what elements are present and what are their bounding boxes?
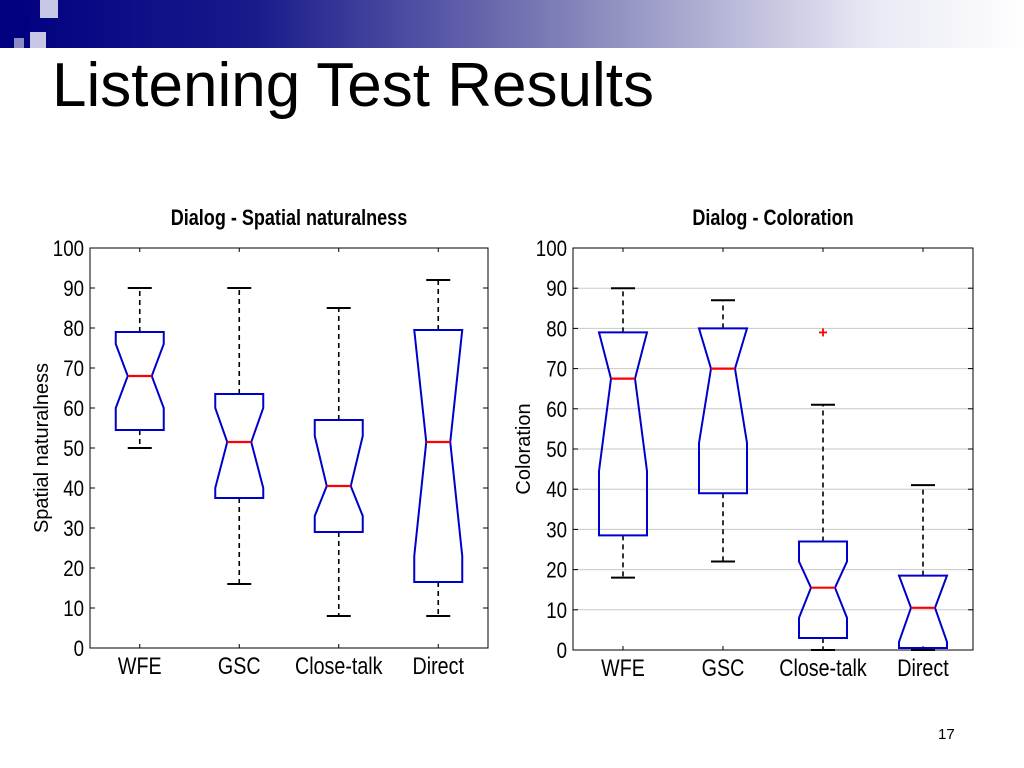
y-tick-label: 50	[546, 439, 567, 463]
notched-box	[798, 540, 848, 639]
y-tick-label: 30	[546, 519, 567, 543]
x-tick-label: Direct	[897, 654, 948, 681]
x-tick-label: Close-talk	[295, 652, 382, 679]
logo-square-navy	[14, 38, 24, 48]
logo-square-navy	[14, 14, 30, 30]
y-tick-label: 80	[63, 318, 84, 342]
notched-box	[413, 329, 464, 583]
x-tick-label: Direct	[413, 652, 464, 679]
y-tick-label: 90	[546, 278, 567, 302]
notched-box	[697, 327, 749, 495]
y-tick-label: 0	[74, 638, 84, 662]
y-tick-label: 40	[63, 478, 84, 502]
y-tick-label: 60	[63, 398, 84, 422]
y-tick-label: 70	[546, 358, 567, 382]
boxplot-chart: Dialog - Coloration 0 10 20 30 40 50 60 70 80 90 10…	[513, 206, 974, 681]
y-tick-label: 70	[63, 358, 84, 382]
page-number: 17	[938, 726, 955, 743]
slide-title: Listening Test Results	[52, 51, 654, 120]
logo-square-light	[40, 0, 58, 18]
y-tick-label: 10	[63, 598, 84, 622]
y-tick-label: 100	[536, 238, 567, 262]
notched-box	[114, 331, 165, 431]
x-tick-label: Close-talk	[779, 654, 866, 681]
y-tick-label: 10	[546, 599, 567, 623]
chart-title: Dialog - Coloration	[692, 206, 853, 230]
boxplot-chart: Dialog - Spatial naturalness 0 10 20 30 40 50 6…	[31, 206, 489, 679]
y-tick-label: 40	[546, 479, 567, 503]
logo-square-light	[30, 32, 46, 48]
y-tick-label: 50	[63, 438, 84, 462]
y-tick-label: 20	[63, 558, 84, 582]
y-tick-label: 100	[53, 238, 84, 262]
y-tick-label: 90	[63, 278, 84, 302]
y-tick-label: 20	[546, 559, 567, 583]
y-axis-label: Spatial naturalness	[31, 363, 53, 533]
x-tick-label: GSC	[218, 652, 261, 679]
y-tick-label: 80	[546, 318, 567, 342]
x-tick-label: WFE	[118, 652, 162, 679]
notched-box	[897, 574, 949, 649]
notched-box	[214, 393, 265, 499]
header-gradient-band	[0, 0, 1024, 48]
notched-box	[597, 331, 649, 537]
notched-box	[313, 419, 364, 533]
y-tick-label: 30	[63, 518, 84, 542]
x-tick-label: GSC	[702, 654, 745, 681]
chart-title: Dialog - Spatial naturalness	[171, 206, 407, 230]
x-tick-label: WFE	[601, 654, 645, 681]
y-tick-label: 60	[546, 398, 567, 422]
y-axis-label: Coloration	[513, 403, 535, 494]
y-tick-label: 0	[557, 640, 567, 664]
